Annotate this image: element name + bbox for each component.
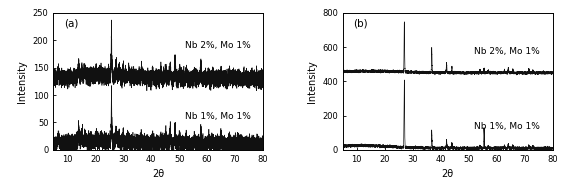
X-axis label: 2θ: 2θ bbox=[152, 169, 164, 179]
Text: (b): (b) bbox=[353, 18, 368, 28]
Y-axis label: Intensity: Intensity bbox=[17, 60, 27, 103]
Text: (a): (a) bbox=[64, 18, 78, 28]
Text: Nb 1%, Mo 1%: Nb 1%, Mo 1% bbox=[474, 122, 540, 131]
Text: Nb 2%, Mo 1%: Nb 2%, Mo 1% bbox=[185, 41, 251, 50]
Y-axis label: Intensity: Intensity bbox=[306, 60, 316, 103]
Text: Nb 2%, Mo 1%: Nb 2%, Mo 1% bbox=[474, 47, 540, 56]
Text: Nb 1%, Mo 1%: Nb 1%, Mo 1% bbox=[185, 112, 251, 121]
X-axis label: 2θ: 2θ bbox=[442, 169, 454, 179]
